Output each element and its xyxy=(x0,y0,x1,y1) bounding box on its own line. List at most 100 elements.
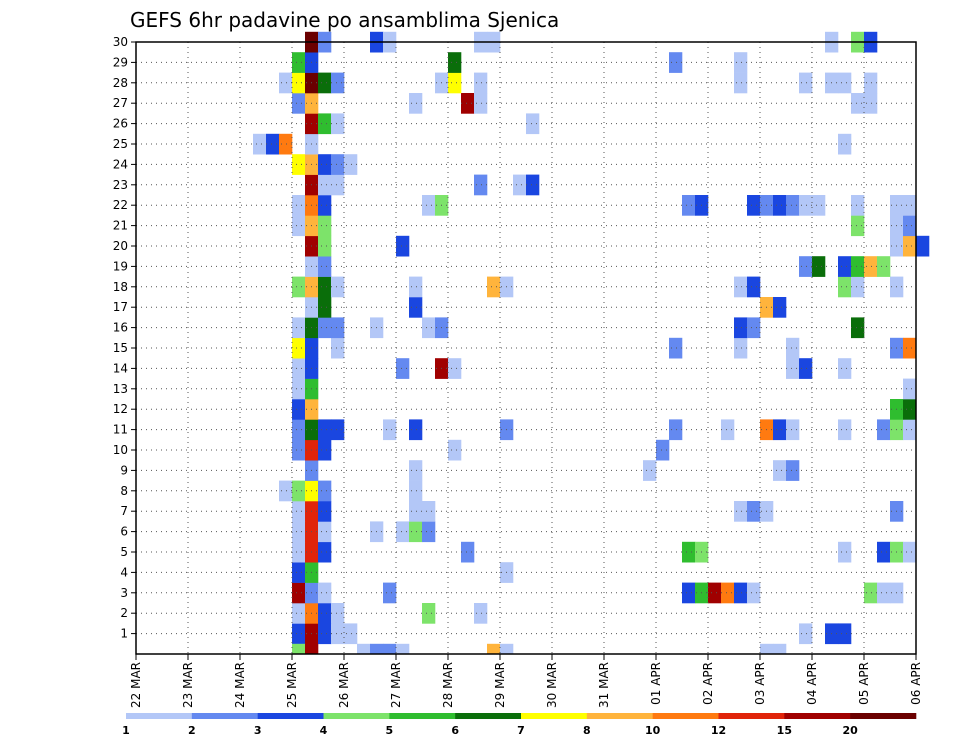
heatmap-cell xyxy=(331,623,345,645)
heatmap-cell xyxy=(409,501,423,522)
heatmap-cell xyxy=(318,501,332,522)
heatmap-cell xyxy=(331,603,345,624)
x-tick-label: 01 APR xyxy=(649,662,663,705)
colorbar-label: 20 xyxy=(843,724,859,737)
heatmap-cell xyxy=(708,582,722,604)
heatmap-cell xyxy=(669,52,683,73)
heatmap-cell xyxy=(877,582,891,604)
grid-lines xyxy=(135,41,917,654)
x-tick-label: 29 MAR xyxy=(493,662,507,708)
colorbar-label: 15 xyxy=(777,724,792,737)
heatmap-cell xyxy=(422,195,436,216)
heatmap-cell xyxy=(292,439,306,461)
heatmap-cell xyxy=(331,72,345,94)
heatmap-cell xyxy=(877,541,891,563)
heatmap-cell xyxy=(409,93,423,114)
heatmap-cell xyxy=(292,419,306,441)
heatmap-cell xyxy=(773,419,787,441)
y-tick-label: 10 xyxy=(113,443,128,457)
heatmap-cell xyxy=(656,439,670,461)
heatmap-cell xyxy=(344,154,358,175)
heatmap-cell xyxy=(799,256,813,277)
y-tick-label: 13 xyxy=(113,382,128,396)
y-tick-label: 21 xyxy=(113,219,128,233)
heatmap-cell xyxy=(721,419,735,441)
heatmap-cell xyxy=(331,419,345,441)
x-tick-label: 22 MAR xyxy=(129,662,143,708)
y-tick-label: 5 xyxy=(120,545,128,559)
heatmap-cell xyxy=(513,174,527,196)
heatmap-cell xyxy=(292,52,306,73)
y-axis-ticks: 1234567891011121314151617181920212223242… xyxy=(113,35,136,641)
heatmap-cell xyxy=(422,521,436,543)
heatmap-cell xyxy=(903,215,917,237)
y-tick-label: 20 xyxy=(113,239,128,253)
heatmap-cell xyxy=(448,358,462,379)
x-axis-ticks: 22 MAR 23 MAR 24 MAR 25 MAR 26 MAR 27 MAR 28 M… xyxy=(129,654,923,708)
heatmap-cell xyxy=(864,582,878,604)
y-tick-label: 28 xyxy=(113,76,128,90)
colorbar-label: 8 xyxy=(583,724,591,737)
colorbar-swatch xyxy=(455,713,522,719)
heatmap-cell xyxy=(318,297,332,318)
x-tick-label: 25 MAR xyxy=(285,662,299,708)
x-tick-label: 30 MAR xyxy=(545,662,559,708)
heatmap-cell xyxy=(838,276,852,298)
heatmap-cell xyxy=(643,460,657,481)
heatmap-cell xyxy=(851,215,865,237)
y-tick-label: 4 xyxy=(120,565,128,579)
y-tick-label: 25 xyxy=(113,137,128,151)
heatmap-cell xyxy=(721,582,735,604)
heatmap-cell xyxy=(734,72,748,94)
heatmap-cell xyxy=(318,256,332,277)
heatmap-cell xyxy=(838,419,852,441)
heatmap-cell xyxy=(292,643,306,654)
heatmap-cell xyxy=(318,154,332,175)
heatmap-cell xyxy=(474,603,488,624)
heatmap-cell xyxy=(461,541,475,563)
heatmap-cell xyxy=(409,460,423,481)
heatmap-cell xyxy=(747,582,761,604)
heatmap-cell xyxy=(331,317,345,339)
y-tick-label: 29 xyxy=(113,55,128,69)
heatmap-cell xyxy=(760,643,774,654)
y-tick-label: 22 xyxy=(113,198,128,212)
y-tick-label: 11 xyxy=(113,423,128,437)
heatmap-cell xyxy=(734,501,748,522)
heatmap-cell xyxy=(292,378,306,400)
y-tick-label: 6 xyxy=(120,525,128,539)
heatmap-cell xyxy=(851,256,865,277)
heatmap-cell xyxy=(292,93,306,114)
colorbar-label: 1 xyxy=(122,724,130,737)
colorbar-swatch xyxy=(784,713,851,719)
heatmap-cell xyxy=(812,195,826,216)
heatmap-cell xyxy=(292,603,306,624)
heatmap-cell xyxy=(682,195,696,216)
y-tick-label: 3 xyxy=(120,586,128,600)
heatmap-cell xyxy=(331,113,345,135)
colorbar-label: 2 xyxy=(188,724,196,737)
heatmap-cell xyxy=(318,215,332,237)
x-tick-label: 03 APR xyxy=(753,662,767,705)
x-tick-label: 24 MAR xyxy=(233,662,247,708)
heatmap-cell xyxy=(292,521,306,543)
heatmap-cell xyxy=(864,256,878,277)
heatmap-cell xyxy=(292,195,306,216)
heatmap-cell xyxy=(357,643,371,654)
heatmap-cell xyxy=(318,195,332,216)
heatmap-cell xyxy=(773,297,787,318)
heatmap-cell xyxy=(331,276,345,298)
heatmap-cell xyxy=(292,154,306,175)
x-tick-label: 23 MAR xyxy=(181,662,195,708)
colorbar-label: 12 xyxy=(711,724,726,737)
heatmap-cell xyxy=(669,419,683,441)
colorbar-label: 10 xyxy=(645,724,661,737)
heatmap-cell xyxy=(786,195,800,216)
heatmap-cell xyxy=(474,174,488,196)
heatmap-cell xyxy=(409,297,423,318)
y-tick-label: 16 xyxy=(113,321,128,335)
x-tick-label: 04 APR xyxy=(805,662,819,705)
heatmap-cell xyxy=(318,72,332,94)
heatmap-cell xyxy=(396,643,410,654)
heatmap-cell xyxy=(318,521,332,543)
